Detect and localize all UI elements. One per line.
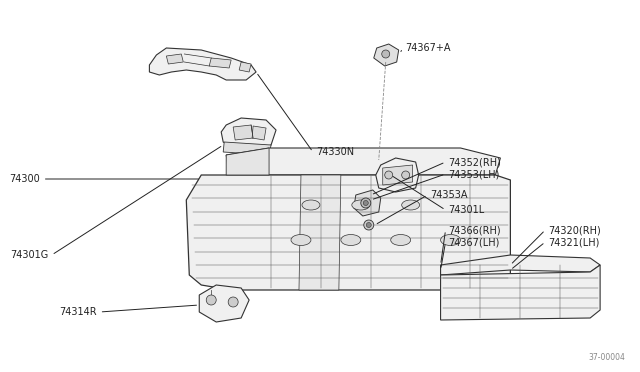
Text: 74320(RH): 74320(RH)	[548, 225, 601, 235]
Polygon shape	[440, 265, 600, 320]
Polygon shape	[376, 158, 419, 192]
Polygon shape	[209, 58, 231, 68]
Polygon shape	[149, 48, 256, 80]
Circle shape	[366, 222, 371, 228]
Ellipse shape	[402, 200, 420, 210]
Polygon shape	[374, 44, 399, 66]
Circle shape	[206, 295, 216, 305]
Ellipse shape	[352, 200, 370, 210]
Circle shape	[364, 220, 374, 230]
Polygon shape	[233, 125, 253, 140]
Circle shape	[385, 171, 393, 179]
Polygon shape	[226, 148, 500, 175]
Circle shape	[364, 201, 368, 205]
Polygon shape	[354, 190, 381, 216]
Text: 74353(LH): 74353(LH)	[449, 169, 500, 179]
Text: 74353A: 74353A	[431, 190, 468, 200]
Ellipse shape	[341, 234, 361, 246]
Text: 74352(RH): 74352(RH)	[449, 157, 501, 167]
Text: 74301L: 74301L	[449, 205, 484, 215]
Polygon shape	[186, 175, 510, 290]
Polygon shape	[383, 165, 413, 185]
Text: 74314R: 74314R	[59, 307, 97, 317]
Polygon shape	[199, 285, 249, 322]
Polygon shape	[226, 148, 269, 175]
Ellipse shape	[291, 234, 311, 246]
Polygon shape	[239, 62, 251, 72]
Polygon shape	[223, 142, 271, 155]
Ellipse shape	[390, 234, 411, 246]
Circle shape	[381, 50, 390, 58]
Ellipse shape	[302, 200, 320, 210]
Text: 74367(LH): 74367(LH)	[449, 237, 500, 247]
Text: 74367+A: 74367+A	[406, 43, 451, 53]
Text: 74300: 74300	[9, 174, 40, 184]
Polygon shape	[440, 255, 600, 275]
Circle shape	[228, 297, 238, 307]
Circle shape	[402, 171, 410, 179]
Polygon shape	[252, 126, 266, 140]
Polygon shape	[221, 118, 276, 152]
Polygon shape	[166, 54, 183, 64]
Text: 74321(LH): 74321(LH)	[548, 237, 600, 247]
Text: 74330N: 74330N	[316, 147, 354, 157]
Circle shape	[361, 198, 371, 208]
Text: 74301G: 74301G	[10, 250, 49, 260]
Text: 74366(RH): 74366(RH)	[449, 225, 501, 235]
Polygon shape	[299, 175, 341, 290]
Ellipse shape	[440, 234, 461, 246]
Text: 37-00004: 37-00004	[588, 353, 625, 362]
